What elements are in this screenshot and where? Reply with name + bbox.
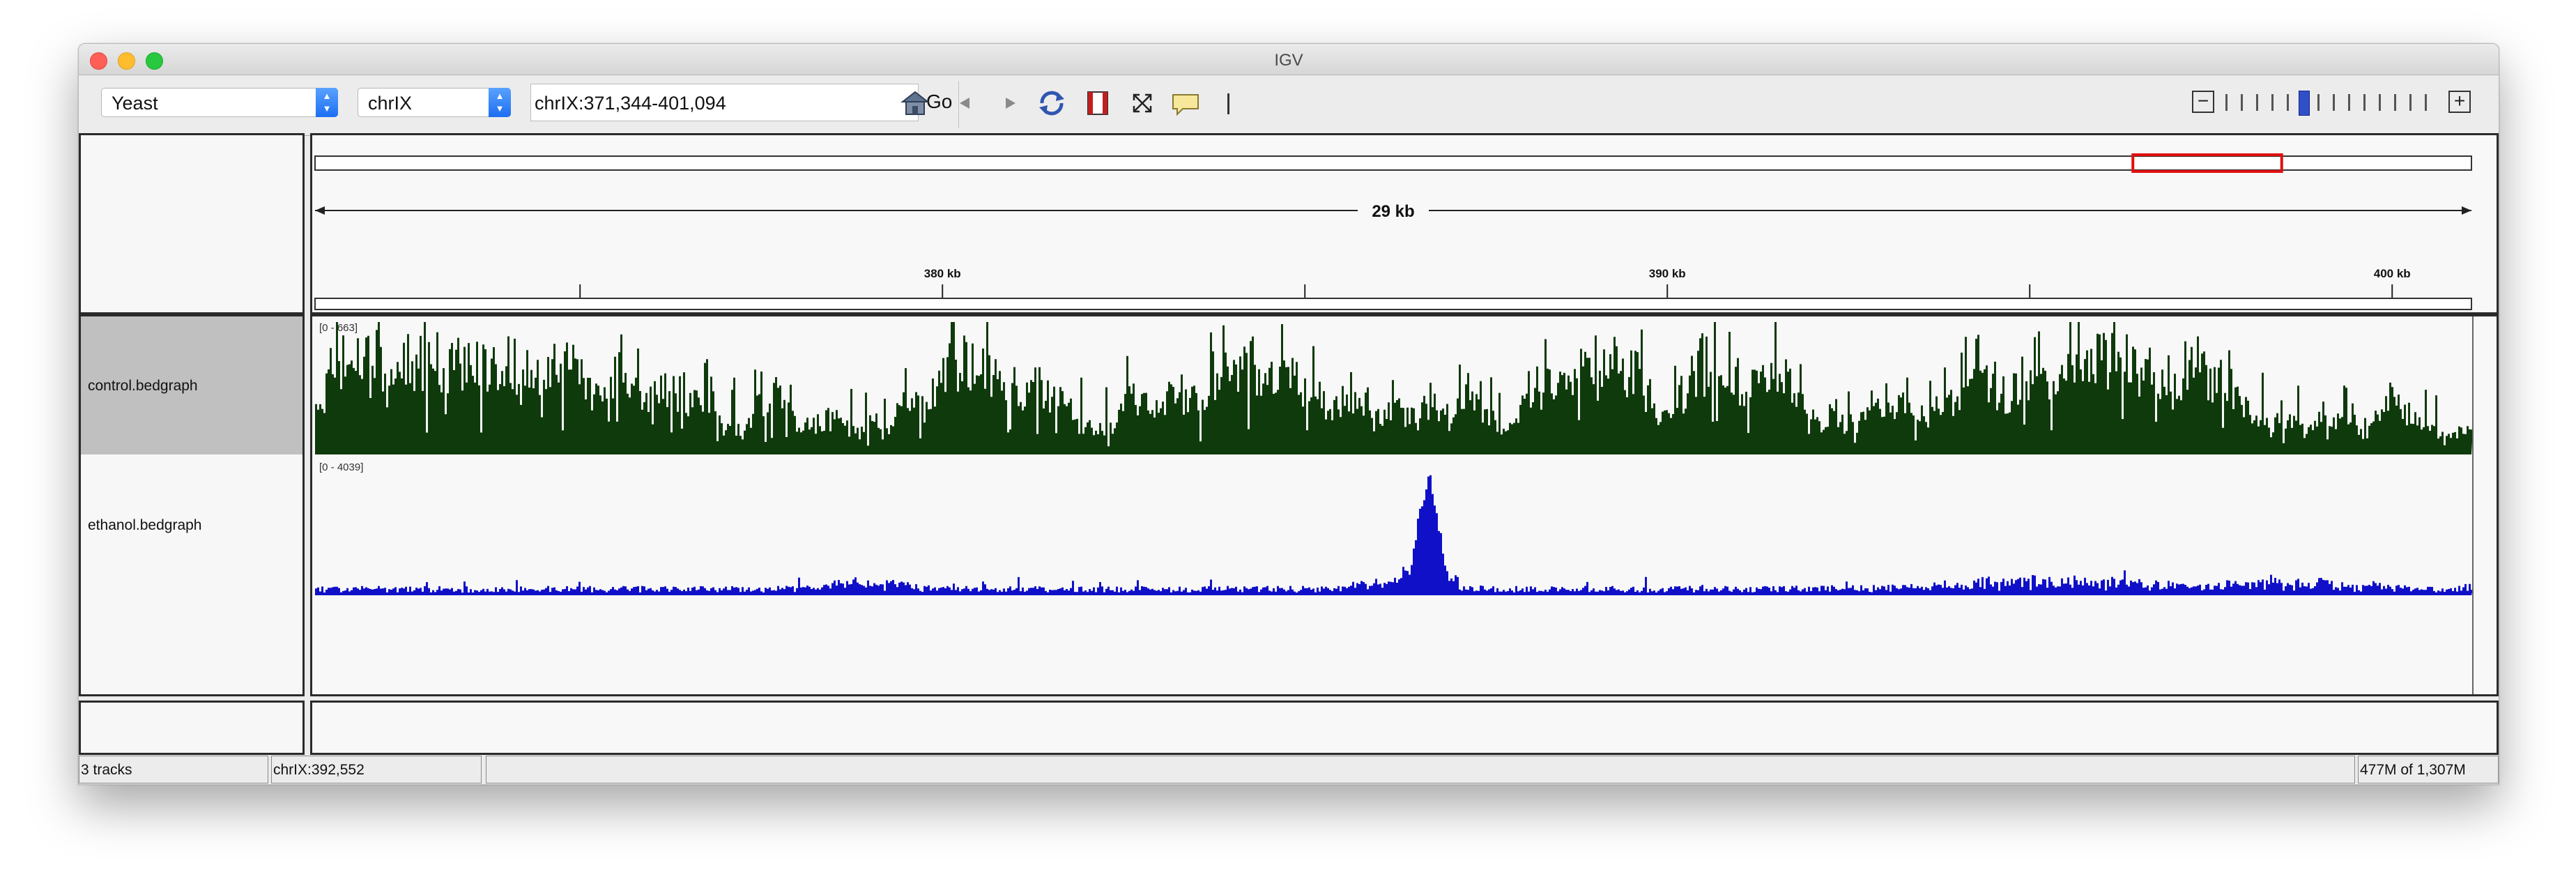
zoom-slider-tick[interactable] — [2394, 94, 2396, 111]
header-name-panel — [79, 133, 305, 314]
popup-info-icon[interactable] — [1170, 88, 1201, 118]
locus-input[interactable]: chrIX:371,344-401,094 — [530, 84, 919, 121]
ruler-ticks: 380 kb 390 kb 400 kb — [579, 267, 2411, 298]
zoom-window-button[interactable] — [146, 52, 163, 70]
status-message — [486, 756, 2355, 783]
go-button[interactable]: Go — [926, 91, 953, 112]
zoom-slider-tick[interactable] — [2333, 94, 2335, 111]
genome-select[interactable]: Yeast ▲ ▼ — [101, 88, 338, 117]
close-window-button[interactable] — [90, 52, 107, 70]
forward-arrow-icon[interactable] — [995, 88, 1025, 118]
data-panel[interactable]: [0 - 663] [0 - 4039] — [310, 314, 2499, 696]
igv-window: IGV Yeast ▲ ▼ chrIX ▲ ▼ chrIX:371,344-401,… — [78, 43, 2499, 785]
chromosome-select[interactable]: chrIX ▲ ▼ — [358, 88, 511, 117]
region-of-interest-icon[interactable] — [1082, 88, 1113, 118]
track-name-selected-bg — [81, 316, 302, 454]
zoom-out-button[interactable]: − — [2192, 91, 2214, 113]
ruler-tick-label: 400 kb — [2374, 267, 2411, 280]
zoom-slider-tick[interactable] — [2379, 94, 2381, 111]
ruler-graphic: 29 kb 380 kb 390 kb 400 kb — [314, 153, 2472, 310]
zoom-slider-tick[interactable] — [2425, 94, 2427, 111]
zoom-slider-tick[interactable] — [2256, 94, 2258, 111]
zoom-slider-tick[interactable] — [2241, 94, 2243, 111]
chromosome-select-arrows-icon: ▲ ▼ — [489, 88, 511, 117]
control-range-label: [0 - 663] — [319, 322, 358, 334]
feature-name-panel — [79, 701, 305, 755]
span-left-arrow-icon — [315, 206, 325, 215]
genome-select-arrows-icon: ▲ ▼ — [316, 88, 338, 117]
zoom-slider-tick[interactable] — [2317, 94, 2320, 111]
title-bar: IGV — [79, 44, 2499, 75]
track-name-panel: control.bedgraph ethanol.bedgraph — [79, 314, 305, 696]
status-memory: 477M of 1,307M — [2358, 756, 2499, 783]
status-position: chrIX:392,552 — [271, 756, 482, 783]
refresh-icon[interactable] — [1036, 88, 1067, 118]
zoom-slider-tick[interactable] — [2348, 94, 2350, 111]
zoom-slider-tick[interactable] — [2271, 94, 2274, 111]
toolbar-separator — [958, 81, 959, 128]
track-name-control[interactable]: control.bedgraph — [88, 378, 198, 394]
ruler-tick-label: 380 kb — [924, 267, 961, 280]
ideogram-current-region — [2131, 153, 2283, 173]
ruler-baseline — [314, 298, 2472, 310]
zoom-in-button[interactable]: + — [2448, 91, 2471, 113]
tracks-graphic — [315, 316, 2474, 694]
ruler-line-icon[interactable] — [1227, 93, 1229, 114]
zoom-slider-tick[interactable] — [2287, 94, 2289, 111]
zoom-slider-thumb[interactable] — [2299, 91, 2310, 116]
window-title: IGV — [1274, 51, 1303, 70]
span-label-bg — [1358, 201, 1429, 220]
resize-to-window-icon[interactable] — [1127, 88, 1158, 118]
chromosome-ideogram — [314, 155, 2472, 171]
chromosome-select-value: chrIX — [368, 93, 413, 114]
toolbar: Yeast ▲ ▼ chrIX ▲ ▼ chrIX:371,344-401,094 … — [79, 75, 2499, 136]
ethanol-bedgraph-track[interactable] — [315, 475, 2473, 595]
zoom-slider-tick[interactable] — [2225, 94, 2228, 111]
status-track-count: 3 tracks — [79, 756, 268, 783]
ruler-panel[interactable]: 29 kb 380 kb 390 kb 400 kb — [310, 133, 2499, 314]
ruler-tick-label: 390 kb — [1649, 267, 1686, 280]
control-bedgraph-track[interactable] — [315, 322, 2473, 454]
back-arrow-icon[interactable] — [950, 88, 981, 118]
track-name-ethanol[interactable]: ethanol.bedgraph — [88, 517, 202, 533]
zoom-slider-tick[interactable] — [2363, 94, 2366, 111]
span-right-arrow-icon — [2462, 206, 2471, 215]
zoom-slider-tick[interactable] — [2409, 94, 2412, 111]
feature-panel[interactable] — [310, 701, 2499, 755]
span-label: 29 kb — [1372, 202, 1414, 221]
home-icon[interactable] — [900, 88, 930, 118]
ethanol-range-label: [0 - 4039] — [319, 461, 364, 473]
genome-select-value: Yeast — [112, 93, 158, 114]
minimize-window-button[interactable] — [118, 52, 135, 70]
